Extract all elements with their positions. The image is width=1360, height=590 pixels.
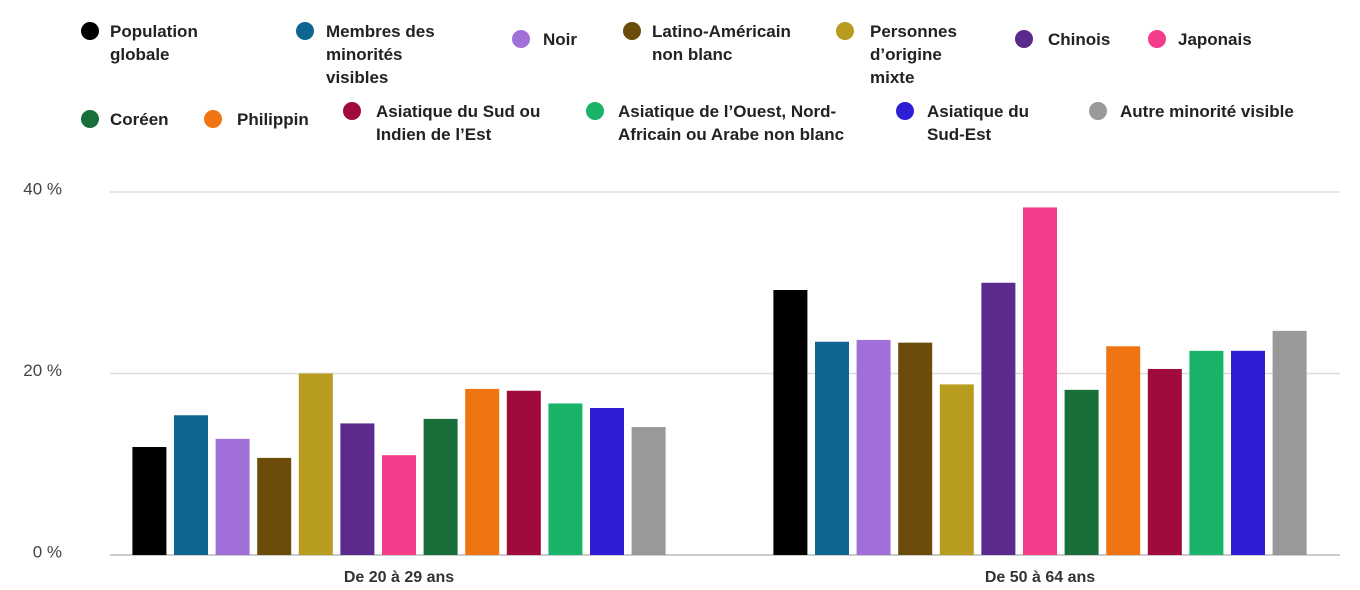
bar [981,282,1016,555]
legend-label: Asiatique du Sud ou Indien de l’Est [376,102,541,144]
bar [1106,346,1141,555]
legend-label: Personnes d’origine mixte [870,22,957,87]
bar [506,390,541,555]
y-tick-label: 0 % [33,542,62,561]
legend-label: Philippin [237,110,309,129]
legend-swatch [836,22,854,40]
x-tick-label: De 50 à 64 ans [985,569,1095,586]
bar [1272,330,1307,555]
legend-label: Autre minorité visible [1120,102,1294,121]
legend-swatch [623,22,641,40]
legend-swatch [81,22,99,40]
legend-label: Japonais [1178,30,1252,49]
bar [1231,350,1265,555]
legend-swatch [512,30,530,48]
bar [465,388,500,555]
bar [132,447,167,555]
legend-swatch [1015,30,1033,48]
legend-swatch [81,110,99,128]
bar [856,339,891,555]
bar [1023,207,1057,556]
bar [1189,350,1224,555]
bar [257,457,292,555]
legend-swatch [296,22,314,40]
bar [590,407,624,555]
bar [1147,368,1182,555]
bar [298,373,333,555]
bar [773,290,808,555]
x-tick-label: De 20 à 29 ans [344,569,454,586]
legend-label: Asiatique du Sud-Est [927,102,1030,144]
y-tick-label: 40 % [23,179,62,198]
bar [215,438,250,555]
legend-swatch [1148,30,1166,48]
bar [548,403,583,555]
legend-swatch [204,110,222,128]
legend-swatch [586,102,604,120]
legend-swatch [1089,102,1107,120]
bar [423,418,458,555]
legend-label: Coréen [110,110,169,129]
legend-label: Latino-Américain non blanc [652,22,791,64]
legend-label: Chinois [1048,30,1111,49]
y-tick-label: 20 % [23,361,62,380]
bar [631,427,666,555]
legend-swatch [343,102,361,120]
legend-label: Asiatique de l’Ouest, Nord-Africain ou A… [618,102,845,144]
bar [815,341,849,555]
legend-label: Population globale [110,22,198,64]
bar [898,342,933,555]
legend-label: Noir [543,30,577,49]
bar [174,415,208,555]
bar [382,455,416,555]
bar [939,384,974,555]
bar [1064,389,1099,555]
legend-label: Membres des minorités visibles [326,22,435,87]
bar [340,423,375,555]
legend-swatch [896,102,914,120]
